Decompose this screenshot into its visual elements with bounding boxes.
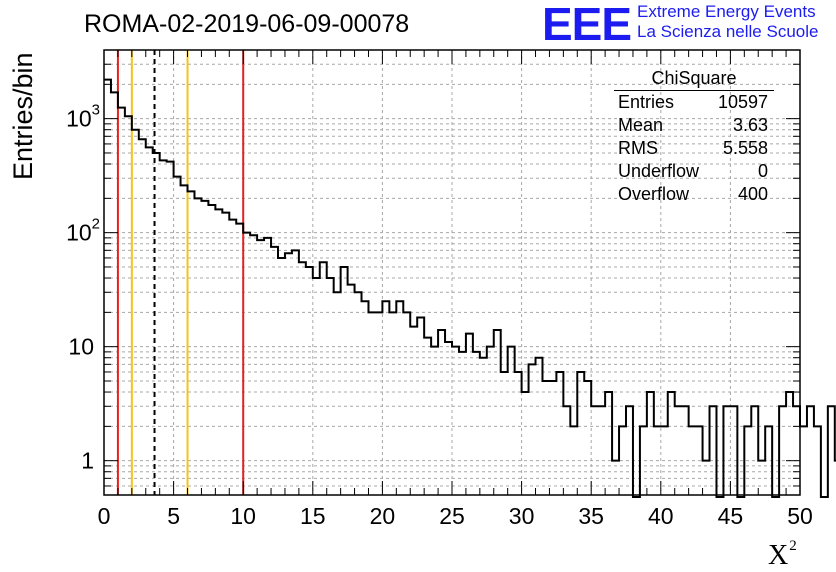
stats-row-overflow: Overflow 400 — [610, 183, 780, 206]
x-tick-label: 35 — [578, 503, 604, 529]
stats-label: Underflow — [618, 161, 700, 181]
x-tick-label: 15 — [300, 503, 326, 529]
axis-tick-labels: 0 5 10 15 20 25 30 35 40 45 50 1 10 102 103 — [66, 102, 813, 529]
reference-lines — [116, 50, 245, 495]
x-tick-label: 30 — [509, 503, 535, 529]
x-axis-label: X2 — [768, 538, 797, 572]
y-tick-label: 10 — [68, 334, 94, 360]
stats-value: 5.558 — [722, 138, 768, 158]
stats-title: ChiSquare — [614, 66, 774, 91]
x-tick-label: 50 — [787, 503, 813, 529]
stats-label: Overflow — [618, 184, 690, 204]
x-tick-label: 20 — [370, 503, 396, 529]
x-tick-label: 0 — [98, 503, 111, 529]
x-tick-label: 40 — [648, 503, 674, 529]
x-tick-label: 5 — [167, 503, 180, 529]
logo-line-2: La Scienza nelle Scuole — [637, 22, 819, 41]
stats-row-rms: RMS 5.558 — [610, 137, 780, 160]
stats-label: Mean — [618, 115, 664, 135]
chart-title: ROMA-02-2019-06-09-00078 — [84, 10, 410, 38]
x-tick-label: 25 — [439, 503, 465, 529]
stats-label: Entries — [618, 92, 675, 112]
stats-row-underflow: Underflow 0 — [610, 160, 780, 183]
y-tick-label: 102 — [66, 216, 100, 246]
stats-label: RMS — [618, 138, 658, 158]
chart-grid — [104, 49, 800, 496]
stats-box: ChiSquare Entries 10597 Mean 3.63 RMS 5.558… — [610, 66, 780, 206]
y-axis-label: Entries/bin — [8, 52, 38, 180]
logo-line-1: Extreme Energy Events — [637, 2, 816, 21]
x-tick-label: 45 — [718, 503, 744, 529]
stats-row-mean: Mean 3.63 — [610, 114, 780, 137]
x-axis-label-superscript: 2 — [789, 538, 797, 554]
stats-value: 0 — [757, 161, 768, 181]
stats-value: 400 — [737, 184, 768, 204]
stats-value: 10597 — [717, 92, 768, 112]
x-axis-label-base: X — [768, 540, 789, 571]
eee-logo: EEE — [542, 0, 632, 50]
x-tick-label: 10 — [230, 503, 256, 529]
stats-row-entries: Entries 10597 — [610, 91, 780, 114]
y-tick-label: 103 — [66, 102, 100, 132]
stats-value: 3.63 — [732, 115, 768, 135]
axis-ticks — [103, 49, 801, 496]
y-tick-label: 1 — [81, 448, 94, 474]
